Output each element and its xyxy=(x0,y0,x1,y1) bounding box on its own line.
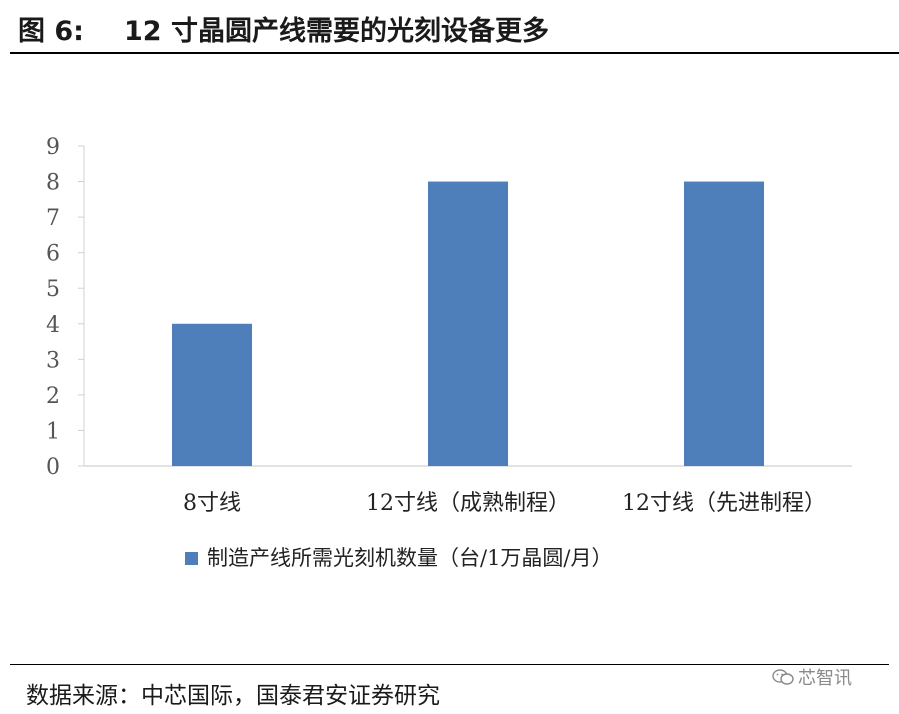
watermark-text: 芯智讯 xyxy=(798,668,852,689)
y-tick-label: 5 xyxy=(46,277,60,302)
y-tick-label: 8 xyxy=(46,171,60,196)
bar xyxy=(684,181,764,467)
y-tick-label: 3 xyxy=(46,348,60,373)
y-tick-label: 2 xyxy=(46,384,60,409)
figure-label: 图 6: xyxy=(18,15,84,47)
y-tick-label: 9 xyxy=(46,135,60,160)
legend-swatch xyxy=(185,552,198,565)
y-tick-label: 0 xyxy=(46,455,60,480)
y-tick-label: 4 xyxy=(46,313,60,338)
figure-header: 图 6: 12 寸晶圆产线需要的光刻设备更多 xyxy=(18,8,549,48)
y-tick-label: 7 xyxy=(46,206,60,231)
x-category-label: 8寸线 xyxy=(183,491,241,516)
y-tick-label: 6 xyxy=(46,242,60,267)
wechat-icon xyxy=(772,669,794,685)
footer-rule xyxy=(10,664,889,665)
bar-chart: 0 1 2 3 4 5 6 7 8 9 8寸线 12寸线（成熟制程） 12寸线（先进制程） 制造产线所需光… xyxy=(46,135,852,570)
x-category-label: 12寸线（成熟制程） xyxy=(366,491,570,516)
bar xyxy=(172,323,252,466)
data-source: 数据来源：中芯国际，国泰君安证券研究 xyxy=(26,683,440,709)
x-category-label: 12寸线（先进制程） xyxy=(622,491,826,516)
figure-title: 12 寸晶圆产线需要的光刻设备更多 xyxy=(123,15,549,47)
y-tick-label: 1 xyxy=(46,419,60,444)
bar xyxy=(428,181,508,467)
watermark: 芯智讯 xyxy=(772,664,852,690)
header-rule xyxy=(10,52,899,54)
legend-label: 制造产线所需光刻机数量（台/1万晶圆/月） xyxy=(207,546,613,570)
